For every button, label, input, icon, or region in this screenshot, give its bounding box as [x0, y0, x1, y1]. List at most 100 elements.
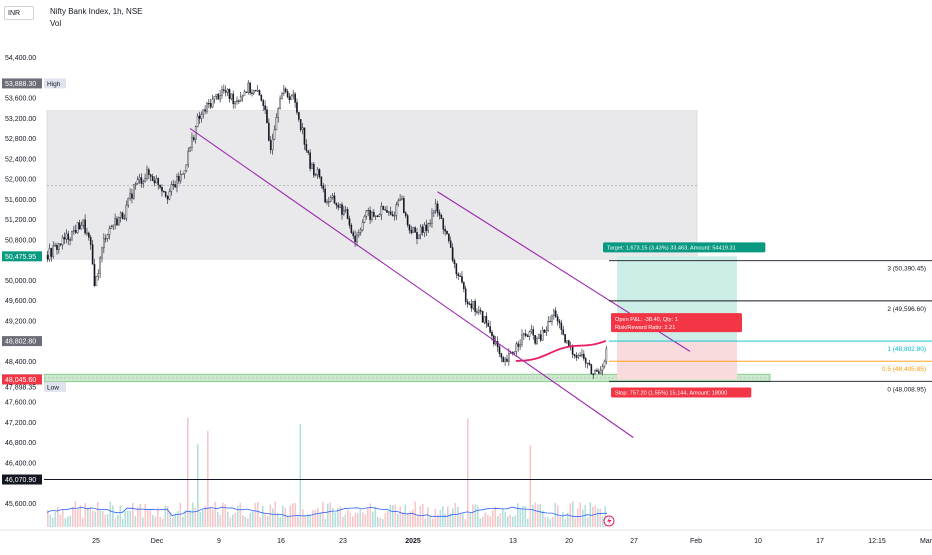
volume-bar [152, 514, 154, 527]
volume-bar [409, 510, 412, 527]
volume-bar [322, 501, 324, 527]
volume-bar [404, 504, 407, 527]
candle-body [316, 169, 319, 175]
candle-body [577, 355, 580, 358]
candle-body [52, 245, 55, 257]
price-badge-bg [2, 474, 42, 485]
price-tick-label: 46,400.00 [5, 460, 36, 467]
volume-bar [302, 509, 304, 527]
candle-body [549, 320, 551, 323]
volume-bar [259, 517, 262, 527]
volume-bar [509, 514, 512, 527]
candle-body [498, 346, 501, 354]
candles [46, 80, 608, 380]
candle-body [352, 232, 355, 237]
volume-bar [89, 507, 92, 527]
currency-label[interactable]: INR [4, 6, 34, 20]
candle-body [401, 198, 403, 200]
volume-bar [94, 511, 97, 527]
price-tag-bg [44, 78, 66, 89]
volume-bar [297, 514, 299, 527]
volume-bar [67, 516, 69, 527]
volume-bar [544, 517, 547, 527]
candle-body [322, 185, 325, 190]
volume-bar [124, 511, 127, 527]
candle-body [127, 197, 130, 206]
time-tick-label: 9 [217, 538, 221, 545]
candle-body [223, 89, 225, 91]
candle-body [200, 114, 203, 119]
candle-body [483, 316, 486, 323]
volume-bar [537, 504, 539, 527]
candle-body [363, 216, 366, 223]
volume-bar [294, 503, 297, 527]
candle-body [266, 109, 268, 124]
volume-bar [487, 514, 489, 527]
candle-body [343, 210, 345, 215]
fib-level-label: 0.5 (48,405.85) [882, 366, 926, 373]
volume-bar [239, 502, 242, 527]
volume-bar [349, 512, 352, 527]
candle-body [487, 323, 490, 327]
volume-bar [167, 506, 169, 527]
fib-level-label: 0 (48,008.95) [887, 386, 926, 393]
candle-body [354, 235, 356, 242]
legend-title[interactable]: Nifty Bank Index, 1h, NSE [50, 7, 143, 16]
candle-body [181, 173, 184, 175]
volume-bar [84, 503, 87, 527]
candle-body [307, 150, 310, 153]
volume-bar [504, 511, 507, 527]
volume-bar [589, 502, 592, 527]
legend-volume[interactable]: Vol [50, 19, 62, 28]
candle-body [196, 115, 199, 127]
volume-bar [517, 503, 519, 527]
drawings[interactable] [44, 127, 932, 480]
stop-label-bg [611, 387, 752, 398]
candle-body [236, 100, 238, 102]
volume-bar [572, 501, 574, 527]
volume-bar [52, 517, 54, 527]
candle-body [427, 223, 430, 231]
volume-bar [299, 423, 302, 527]
volume-bar [489, 516, 492, 527]
price-axis[interactable]: 54,400.00 53,600.00 53,200.00 52,800.00 52,4… [0, 28, 66, 530]
candle-body [442, 218, 445, 230]
candle-body [296, 102, 298, 113]
volume-bar [337, 508, 339, 527]
volume-bar [247, 518, 249, 527]
volume-bar [447, 506, 449, 527]
price-tick-label: 50,800.00 [5, 237, 36, 244]
volume-bar [187, 417, 189, 527]
candle-body [461, 276, 463, 283]
volume-bar [194, 507, 197, 527]
price-tag: High [47, 81, 61, 88]
volume-bar [149, 510, 152, 527]
candle-body [455, 263, 458, 275]
candle-body [125, 204, 128, 219]
candle-body [449, 240, 452, 248]
candle-body [262, 100, 265, 106]
volume-bar [574, 517, 577, 527]
volume-bar [542, 510, 544, 527]
candle-body [106, 234, 109, 239]
candle-body [311, 163, 313, 169]
price-tick-label: 49,600.00 [5, 298, 36, 305]
candle-body [76, 222, 79, 233]
candle-body [560, 322, 563, 330]
candle-body [382, 205, 385, 210]
price-badge-bg [2, 374, 42, 385]
volume-bar [389, 504, 392, 527]
time-axis[interactable]: 25 Dec 9 16 23 2025 13 20 27 Feb 10 17 12:15 Mar [0, 515, 932, 545]
stop-label: Stop: 757.20 (1.55%) 15,144, Amount: 180… [615, 390, 727, 396]
volume-bar [469, 512, 472, 527]
price-badge: 48,045.60 [5, 377, 36, 384]
volume-bar [202, 509, 204, 527]
volume-bar [597, 508, 599, 527]
candle-body [416, 232, 418, 240]
volume-bar [199, 511, 202, 527]
price-tick-label: 47,200.00 [5, 420, 36, 427]
candle-body [433, 210, 435, 214]
time-tick-label: Feb [690, 538, 702, 545]
